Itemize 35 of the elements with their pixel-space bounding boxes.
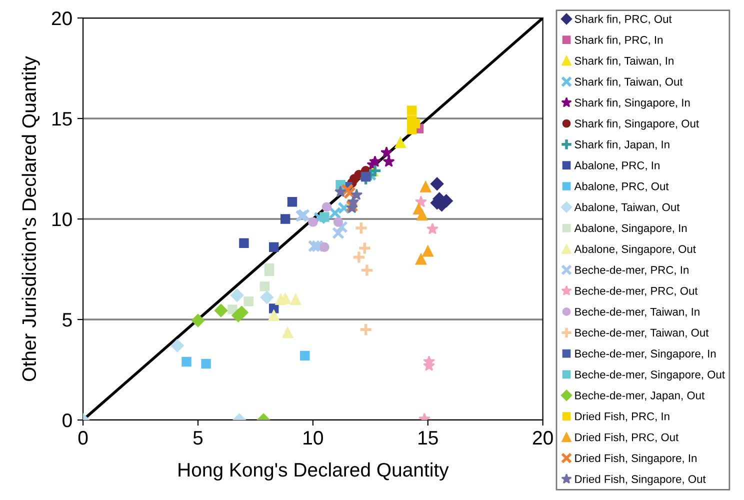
legend-label: Shark fin, Singapore, In: [574, 98, 690, 109]
y-tick-label: 15: [52, 112, 72, 126]
x-tick-label: 5: [193, 431, 203, 445]
y-tick-label: 5: [62, 313, 72, 327]
legend-label: Beche-de-mer, Singapore, Out: [575, 370, 725, 381]
legend-label: Abalone, Singapore, In: [574, 224, 687, 234]
legend-label: Abalone, PRC, In: [574, 161, 660, 171]
legend-label: Dried Fish, Singapore, In: [575, 454, 696, 464]
legend-label: Dried Fish, Singapore, Out: [575, 474, 706, 486]
legend-label: Beche-de-mer, Taiwan, In: [575, 308, 700, 318]
legend-label: Shark fin, Taiwan, In: [574, 56, 674, 66]
legend-label: Shark fin, PRC, Out: [574, 14, 672, 24]
legend-label: Beche-de-mer, PRC, In: [575, 266, 688, 276]
legend-label: Shark fin, Singapore, Out: [574, 119, 699, 130]
x-tick-label: 10: [304, 430, 323, 445]
y-tick-label: 10: [52, 212, 72, 226]
legend-label: Abalone, Taiwan, Out: [574, 202, 680, 212]
legend-label: Dried Fish, PRC, Out: [575, 433, 679, 443]
legend-label: Beche-de-mer, Singapore, In: [575, 349, 716, 360]
legend-label: Abalone, Singapore, Out: [574, 244, 696, 256]
legend-label: Beche-de-mer, Taiwan, Out: [575, 328, 709, 338]
legend-label: Shark fin, PRC, In: [574, 36, 662, 46]
x-tick-label: 15: [418, 431, 438, 445]
x-tick-label: 0: [78, 430, 88, 445]
legend-label: Shark fin, Taiwan, Out: [574, 78, 683, 87]
legend-label: Dried Fish, PRC, In: [575, 412, 670, 422]
y-axis-title: Other Jurisdiction's Declared Quantity: [22, 56, 40, 381]
legend-label: Beche-de-mer, Japan, Out: [575, 391, 705, 402]
legend-label: Shark fin, Japan, In: [574, 140, 670, 151]
y-tick-label: 0: [62, 413, 72, 428]
legend-label: Abalone, PRC, Out: [574, 182, 669, 192]
x-tick-label: 20: [532, 430, 553, 445]
legend-label: Beche-de-mer, PRC, Out: [575, 286, 698, 296]
y-tick-label: 20: [52, 11, 72, 26]
x-axis-title: Hong Kong's Declared Quantity: [178, 462, 449, 481]
